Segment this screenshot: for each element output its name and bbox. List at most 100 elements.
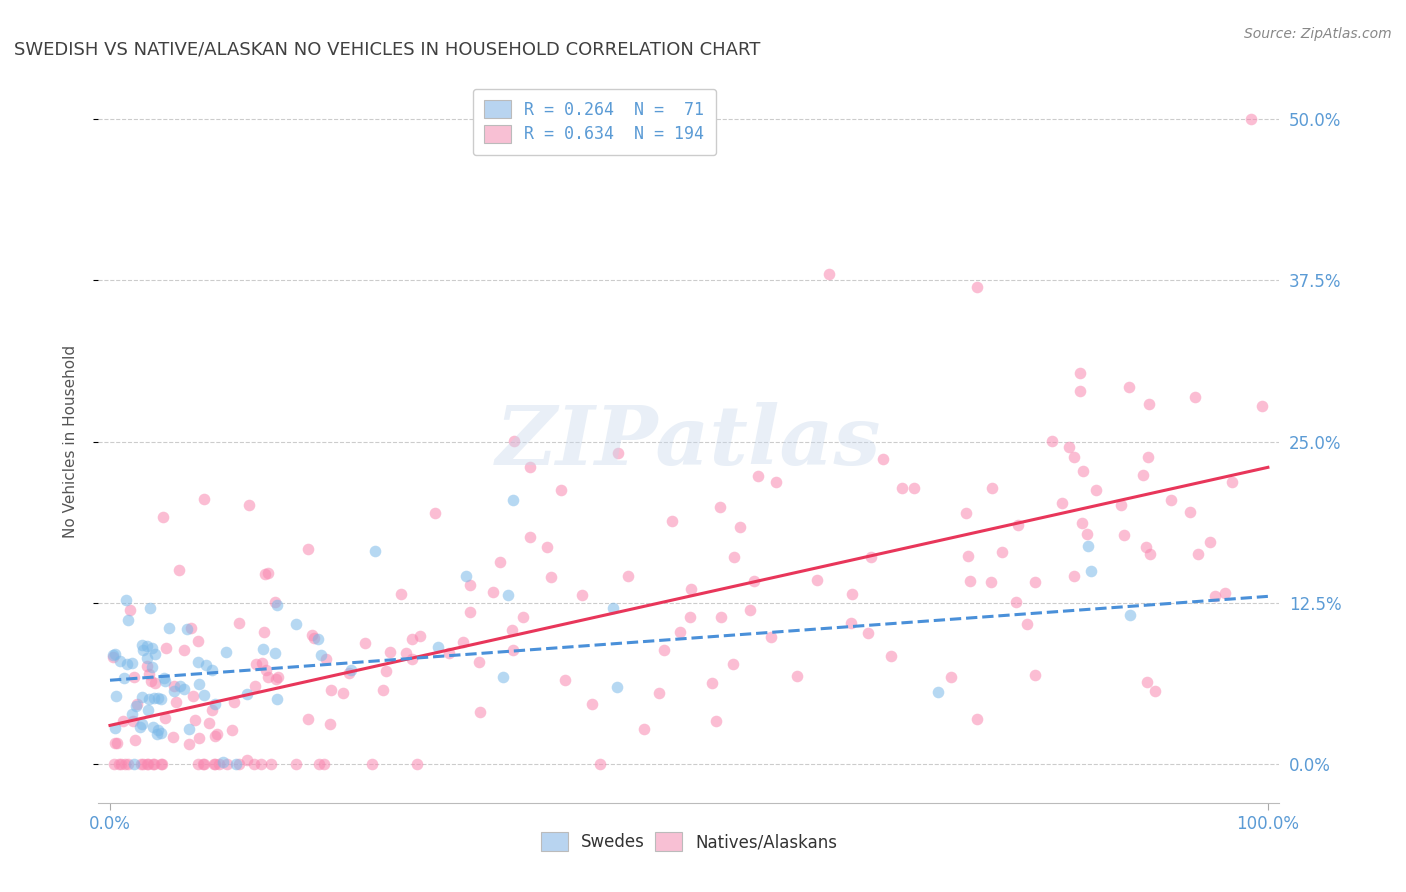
Point: [1024, 574, 1046, 589]
Point: [125, 697, 148, 711]
Point: [238, 498, 260, 512]
Point: [193, 688, 215, 702]
Point: [253, 567, 276, 582]
Point: [122, 714, 145, 728]
Point: [1199, 534, 1222, 549]
Point: [260, 757, 283, 772]
Point: [155, 640, 177, 655]
Point: [142, 691, 165, 706]
Point: [458, 605, 481, 619]
Point: [191, 757, 214, 772]
Point: [176, 622, 198, 636]
Point: [540, 570, 562, 584]
Point: [139, 601, 162, 615]
Point: [723, 549, 745, 564]
Point: [1240, 112, 1263, 126]
Point: [308, 757, 330, 772]
Point: [1076, 526, 1098, 541]
Point: [297, 712, 319, 726]
Point: [1069, 384, 1091, 399]
Point: [1007, 518, 1029, 533]
Point: [606, 681, 628, 695]
Point: [252, 642, 274, 657]
Point: [554, 673, 576, 688]
Point: [955, 506, 977, 520]
Point: [157, 621, 180, 635]
Point: [131, 716, 153, 731]
Point: [124, 732, 146, 747]
Point: [132, 757, 155, 772]
Point: [297, 542, 319, 557]
Point: [451, 635, 474, 649]
Point: [1112, 528, 1135, 542]
Point: [332, 686, 354, 700]
Point: [148, 723, 170, 738]
Point: [169, 563, 191, 577]
Point: [839, 616, 862, 631]
Point: [204, 757, 226, 772]
Point: [1204, 590, 1226, 604]
Point: [104, 721, 127, 735]
Point: [1109, 499, 1132, 513]
Point: [121, 656, 143, 670]
Point: [215, 645, 238, 659]
Point: [146, 727, 169, 741]
Point: [204, 697, 226, 711]
Point: [136, 650, 159, 665]
Point: [1119, 608, 1142, 623]
Point: [150, 726, 173, 740]
Point: [502, 643, 524, 657]
Point: [103, 757, 125, 772]
Point: [1015, 616, 1038, 631]
Point: [257, 670, 280, 684]
Point: [856, 625, 879, 640]
Point: [169, 679, 191, 693]
Point: [136, 757, 159, 772]
Point: [153, 711, 176, 725]
Point: [267, 670, 290, 684]
Point: [187, 731, 209, 745]
Point: [177, 722, 200, 736]
Point: [129, 757, 152, 772]
Point: [1180, 505, 1202, 519]
Point: [747, 469, 769, 483]
Point: [121, 707, 143, 722]
Point: [180, 621, 202, 635]
Point: [228, 757, 250, 772]
Point: [236, 687, 259, 701]
Point: [143, 675, 166, 690]
Point: [519, 459, 541, 474]
Point: [353, 636, 375, 650]
Text: Source: ZipAtlas.com: Source: ZipAtlas.com: [1244, 27, 1392, 41]
Point: [340, 663, 363, 677]
Point: [122, 757, 145, 772]
Point: [1251, 399, 1274, 413]
Point: [139, 673, 162, 688]
Point: [202, 757, 225, 772]
Point: [243, 757, 266, 772]
Point: [939, 670, 962, 684]
Point: [177, 737, 200, 751]
Point: [131, 638, 153, 652]
Point: [1137, 397, 1160, 411]
Point: [104, 647, 127, 661]
Point: [1187, 547, 1209, 561]
Point: [173, 682, 195, 697]
Point: [880, 648, 903, 663]
Point: [617, 569, 640, 583]
Point: [502, 492, 524, 507]
Point: [138, 692, 160, 706]
Point: [501, 624, 523, 638]
Point: [142, 757, 165, 772]
Point: [503, 434, 526, 448]
Point: [927, 684, 949, 698]
Point: [188, 677, 211, 691]
Point: [890, 481, 912, 495]
Point: [458, 577, 481, 591]
Point: [319, 717, 342, 731]
Point: [101, 650, 124, 665]
Point: [512, 610, 534, 624]
Point: [364, 544, 387, 558]
Point: [437, 646, 460, 660]
Point: [581, 697, 603, 711]
